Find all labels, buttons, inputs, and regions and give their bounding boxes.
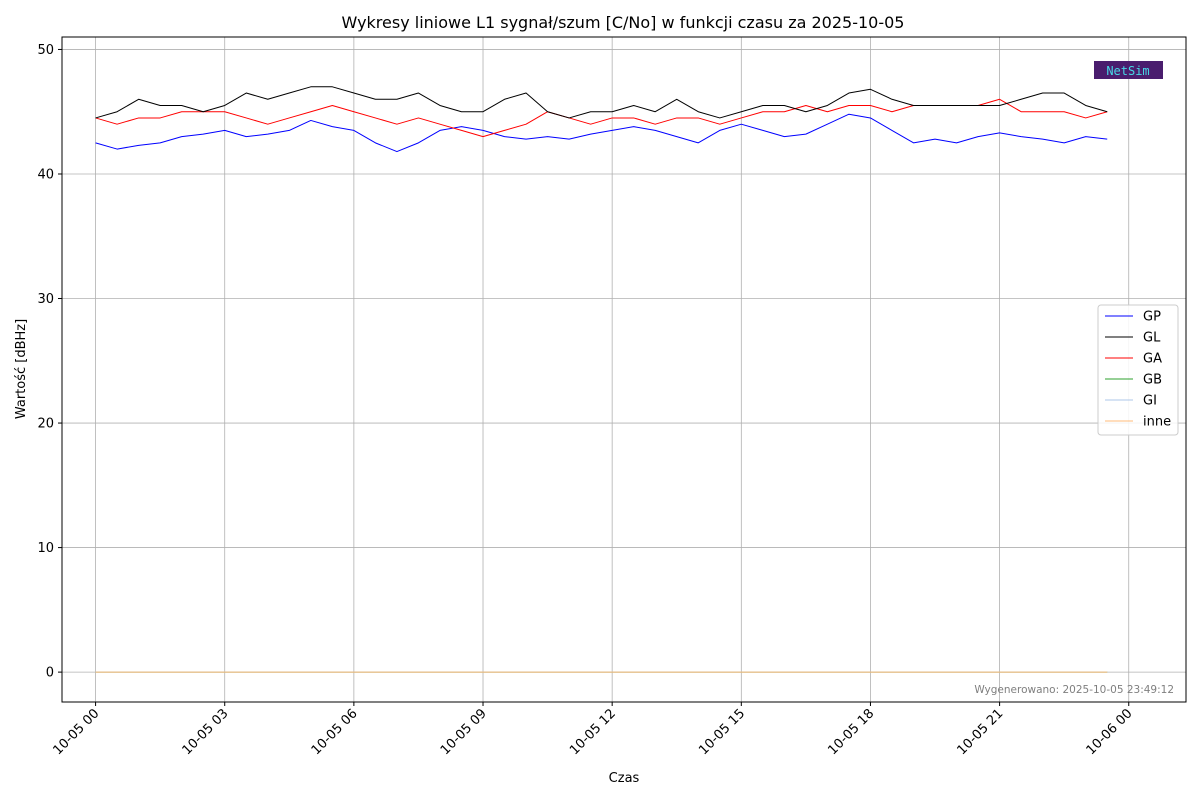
- legend-label: GI: [1143, 394, 1157, 409]
- x-tick-label: 10-06 00: [1084, 706, 1136, 758]
- y-axis-label: Wartość [dBHz]: [14, 319, 29, 419]
- legend-label: GB: [1143, 373, 1162, 388]
- legend-label: GL: [1143, 331, 1161, 346]
- generated-annotation: Wygenerowano: 2025-10-05 23:49:12: [974, 684, 1174, 696]
- logo-text: NetSim: [1106, 64, 1149, 78]
- legend-label: GP: [1143, 310, 1161, 325]
- y-axis: 0 10 20 30 40 50: [37, 43, 62, 681]
- x-axis-label: Czas: [609, 771, 640, 786]
- netsim-logo: NetSim: [1094, 61, 1163, 79]
- legend-label: GA: [1143, 352, 1162, 367]
- x-tick-label: 10-05 06: [309, 706, 361, 758]
- series-line-gl: [95, 86, 1108, 119]
- grid: [62, 37, 1186, 702]
- y-tick-label: 30: [37, 292, 54, 307]
- x-axis: 10-05 00 10-05 03 10-05 06 10-05 09 10-05 12…: [50, 702, 1136, 758]
- y-tick-label: 10: [37, 541, 54, 556]
- series-line-ga: [95, 98, 1108, 138]
- y-tick-label: 40: [37, 167, 54, 182]
- x-tick-label: 10-05 18: [825, 706, 877, 758]
- legend: GP GL GA GB GI inne: [1097, 304, 1179, 436]
- y-tick-label: 20: [37, 417, 54, 432]
- series-line-gp: [95, 113, 1108, 153]
- x-tick-label: 10-05 15: [696, 706, 748, 758]
- legend-label: inne: [1143, 415, 1171, 430]
- x-tick-label: 10-05 00: [50, 706, 102, 758]
- series-lines: [95, 86, 1108, 673]
- x-tick-label: 10-05 03: [180, 706, 232, 758]
- x-tick-label: 10-05 09: [438, 706, 490, 758]
- x-tick-label: 10-05 12: [567, 706, 619, 758]
- y-tick-label: 0: [46, 666, 54, 681]
- x-tick-label: 10-05 21: [954, 706, 1006, 758]
- plot-frame: [61, 36, 1187, 703]
- chart-title: Wykresy liniowe L1 sygnał/szum [C/No] w …: [342, 13, 905, 32]
- y-tick-label: 50: [37, 43, 54, 58]
